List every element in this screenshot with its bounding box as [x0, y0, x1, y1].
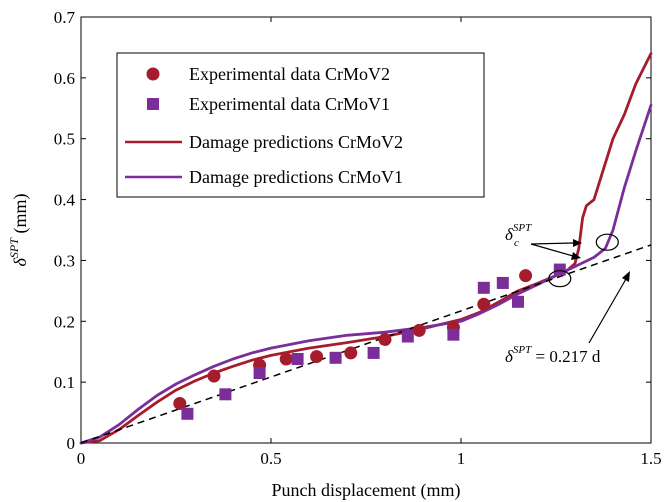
fit-line	[80, 244, 652, 444]
y-axis-title-suffix: (mm)	[10, 194, 31, 239]
arrow-fit-line-head	[622, 271, 630, 282]
y-axis-title-sup: SPT	[7, 237, 21, 258]
arrow-delta-c-left-head	[571, 252, 581, 260]
y-tick-label: 0.1	[54, 373, 75, 392]
y-tick-label: 0.5	[54, 130, 75, 149]
legend-label-crmov2-experimental: Experimental data CrMoV2	[189, 64, 390, 84]
legend-box	[116, 52, 485, 198]
delta-c-main: δ	[505, 225, 514, 244]
x-tick-label: 1	[457, 449, 466, 468]
data-point-crmov1	[291, 353, 304, 366]
y-tick-label: 0.4	[54, 191, 76, 210]
data-point-crmov2	[378, 333, 392, 347]
legend-marker-crmov2-experimental	[146, 67, 160, 81]
data-point-crmov1	[253, 367, 266, 380]
data-point-crmov2	[519, 269, 533, 283]
data-point-crmov1	[401, 330, 414, 343]
data-point-crmov2	[173, 396, 187, 410]
critical-point-circle	[548, 270, 572, 288]
data-point-crmov2	[477, 297, 491, 311]
y-axis-title: δSPT (mm)	[7, 194, 31, 267]
x-tick-label: 0.5	[260, 449, 281, 468]
legend-marker-crmov1-experimental	[147, 98, 159, 110]
data-point-crmov1	[553, 263, 566, 276]
series-lines	[79, 52, 653, 445]
arrow-fit-line	[588, 278, 627, 344]
y-tick-label: 0.3	[54, 251, 75, 270]
x-tick-label: 0	[77, 449, 86, 468]
legend: Experimental data CrMoV2 Experimental da…	[116, 52, 485, 198]
arrow-delta-c-right-head	[573, 239, 582, 247]
data-point-crmov1	[181, 407, 194, 420]
fit-equation-rest: = 0.217 d	[531, 347, 601, 366]
data-point-crmov1	[477, 281, 490, 294]
data-point-crmov2	[310, 350, 324, 364]
data-point-crmov1	[329, 351, 342, 364]
annotations	[548, 233, 619, 288]
x-axis-title: Punch displacement (mm)	[272, 480, 461, 501]
delta-c-label: δSPT c	[505, 222, 532, 249]
y-axis-title-main: δ	[10, 257, 30, 266]
y-tick-label: 0.6	[54, 69, 75, 88]
data-point-crmov1	[496, 276, 509, 289]
arrow-delta-c-left	[530, 243, 574, 257]
data-point-crmov2	[344, 346, 358, 360]
y-tick-label: 0.7	[54, 8, 76, 27]
prediction-line-3	[79, 103, 653, 445]
fit-equation-sup: SPT	[513, 344, 532, 356]
legend-label-crmov1-prediction: Damage predictions CrMoV1	[189, 167, 403, 187]
data-point-crmov1	[447, 328, 460, 341]
y-tick-label: 0	[67, 434, 76, 453]
fit-equation-main: δ	[505, 347, 514, 366]
x-tick-label: 1.5	[640, 449, 661, 468]
series-markers	[173, 263, 566, 420]
data-point-crmov2	[279, 352, 293, 366]
data-point-crmov1	[512, 295, 524, 308]
legend-label-crmov1-experimental: Experimental data CrMoV1	[189, 94, 390, 114]
data-point-crmov1	[219, 388, 232, 401]
axis-ticks: 0 0.5 1 1.5 0 0.1 0.2 0.3 0.4 0.5 0.6 0.7	[54, 8, 662, 468]
delta-c-sup: SPT	[513, 222, 532, 234]
y-tick-label: 0.2	[54, 312, 75, 331]
critical-point-circle	[595, 233, 619, 251]
arrow-delta-c-right	[530, 242, 574, 245]
data-point-crmov1	[367, 346, 380, 359]
data-point-crmov2	[207, 369, 221, 383]
legend-label-crmov2-prediction: Damage predictions CrMoV2	[189, 132, 403, 152]
delta-c-sub: c	[514, 237, 519, 249]
fit-equation-label: δSPT = 0.217 d	[505, 344, 601, 366]
data-point-crmov2	[412, 323, 426, 337]
